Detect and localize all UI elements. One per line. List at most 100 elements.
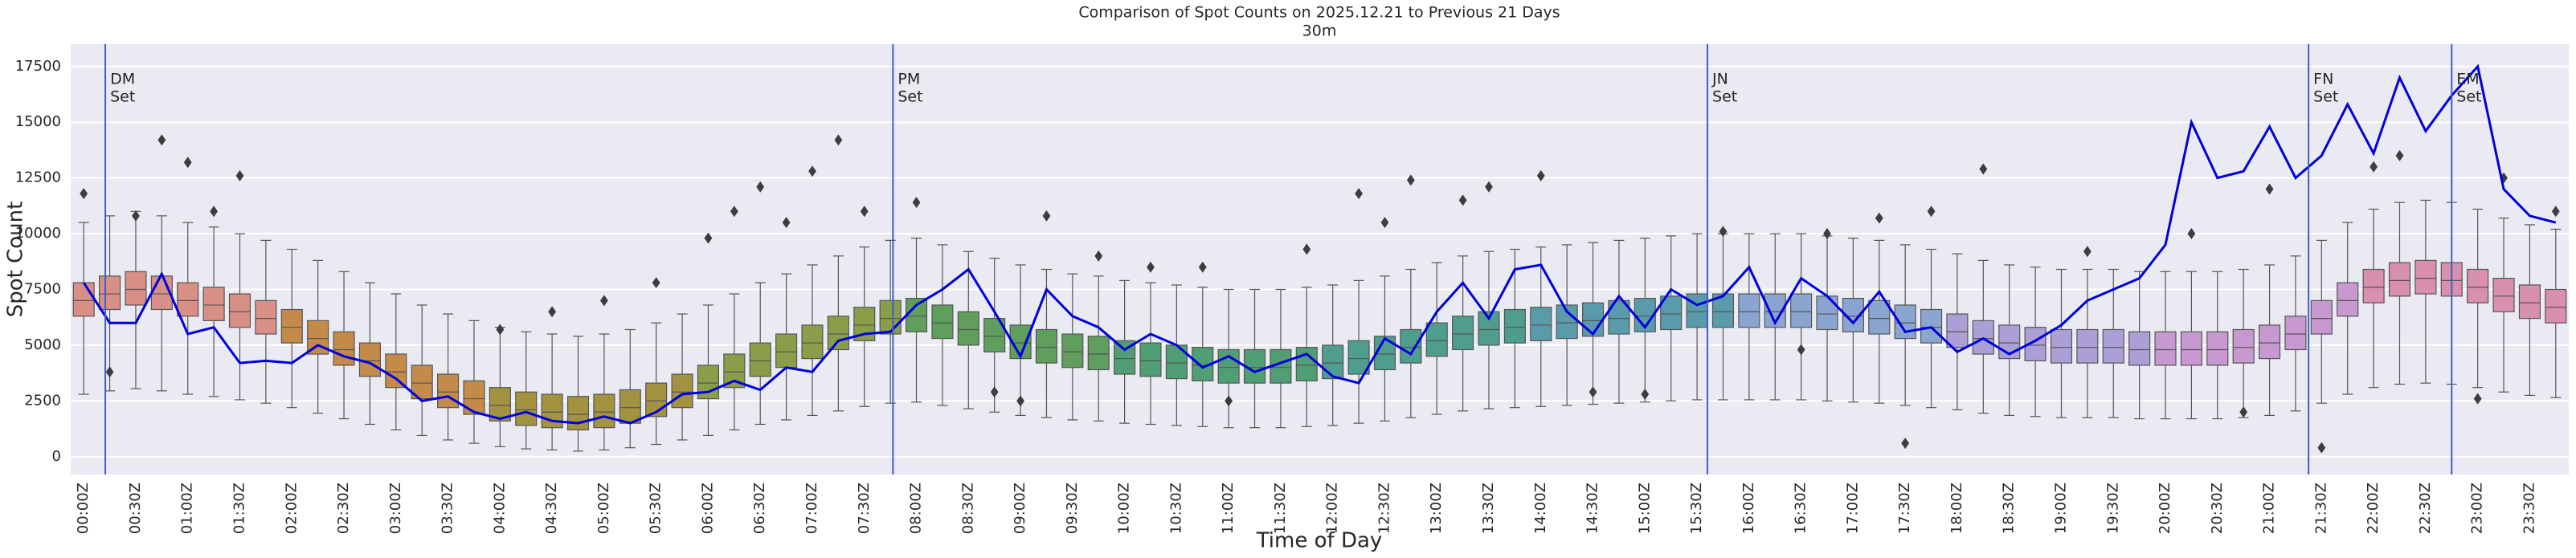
box <box>202 287 225 321</box>
outlier <box>990 386 999 398</box>
outlier <box>652 277 660 289</box>
box <box>1139 342 1162 377</box>
outlier <box>105 366 114 378</box>
box <box>2545 288 2567 324</box>
outlier <box>1355 188 1363 200</box>
x-tick-label: 08:00Z <box>908 483 925 534</box>
x-tick-label: 12:00Z <box>1324 483 1341 534</box>
outlier <box>834 134 843 146</box>
y-tick-label: 10000 <box>15 225 61 242</box>
box <box>72 282 95 317</box>
y-axis-title: Spot Count <box>4 202 28 318</box>
box <box>2102 328 2124 364</box>
x-tick-label: 16:00Z <box>1740 483 1757 534</box>
outlier <box>2083 246 2091 258</box>
box <box>125 271 147 306</box>
x-axis-title: Time of Day <box>1256 529 1383 553</box>
box <box>2232 328 2255 364</box>
x-tick-label: 15:30Z <box>1688 483 1705 534</box>
outlier <box>1485 181 1493 193</box>
x-tick-label: 13:00Z <box>1428 483 1445 534</box>
box <box>1400 328 1422 364</box>
annotation-text: JN <box>1711 71 1728 88</box>
outlier <box>132 210 140 222</box>
outlier <box>1406 174 1415 186</box>
outlier <box>1979 163 1988 175</box>
outlier <box>2265 183 2274 195</box>
y-tick-label: 17500 <box>15 58 61 75</box>
box <box>619 389 641 424</box>
today-line <box>82 63 2557 425</box>
x-tick-label: 05:00Z <box>595 483 612 534</box>
box <box>1530 307 1552 341</box>
x-tick-label: 11:00Z <box>1220 483 1237 534</box>
box <box>2050 328 2073 364</box>
x-tick-label: 06:30Z <box>751 483 768 534</box>
x-tick-label: 07:00Z <box>803 483 820 534</box>
box <box>593 393 615 429</box>
outlier <box>912 197 921 209</box>
x-tick-label: 07:30Z <box>856 483 873 534</box>
outlier <box>1641 389 1650 401</box>
outlier <box>782 217 791 229</box>
annotation-text: EM <box>2456 71 2479 88</box>
box <box>411 365 433 400</box>
x-tick-label: 02:30Z <box>335 483 352 534</box>
box <box>957 311 979 346</box>
outlier <box>600 295 608 307</box>
annotation-text: DM <box>110 71 135 88</box>
x-tick-label: 20:30Z <box>2209 483 2226 534</box>
outlier <box>548 306 557 318</box>
outlier <box>2370 161 2378 173</box>
box <box>1373 336 1396 371</box>
box <box>489 387 511 422</box>
y-tick-label: 0 <box>52 448 61 465</box>
annotation-text: FN <box>2313 71 2333 88</box>
x-tick-label: 10:00Z <box>1116 483 1133 534</box>
x-tick-label: 18:00Z <box>1948 483 1965 534</box>
outlier <box>235 169 244 181</box>
x-tick-label: 01:00Z <box>179 483 196 534</box>
box <box>2259 324 2281 360</box>
x-tick-label: 10:30Z <box>1167 483 1184 534</box>
outlier <box>1589 386 1597 398</box>
outlier <box>2239 406 2248 418</box>
box <box>2310 299 2333 335</box>
x-tick-label: 16:30Z <box>1793 483 1809 534</box>
x-tick-label: 09:00Z <box>1012 483 1028 534</box>
x-tick-label: 22:00Z <box>2365 483 2382 534</box>
box <box>2180 331 2202 366</box>
x-tick-label: 01:30Z <box>231 483 248 534</box>
x-tick-label: 14:00Z <box>1532 483 1549 534</box>
outlier <box>210 206 219 218</box>
outlier <box>1823 228 1831 240</box>
box <box>1452 316 1474 351</box>
box <box>827 316 849 351</box>
box <box>1581 302 1605 337</box>
outlier <box>1042 210 1051 222</box>
x-tick-label: 11:30Z <box>1272 483 1289 534</box>
box <box>2388 262 2411 297</box>
box <box>1738 293 1760 328</box>
plot-background <box>71 44 2569 475</box>
outlier <box>2317 442 2326 454</box>
box <box>2492 278 2515 312</box>
x-tick-label: 08:30Z <box>959 483 976 534</box>
box <box>2128 331 2151 366</box>
annotation-text: Set <box>2456 88 2481 106</box>
x-tick-label: 04:30Z <box>543 483 560 534</box>
x-tick-label: 20:00Z <box>2157 483 2173 534</box>
box <box>1503 308 1526 344</box>
annotation-text: Set <box>110 88 135 106</box>
outlier <box>1536 169 1545 181</box>
y-tick-label: 5000 <box>24 336 61 353</box>
outlier <box>1927 206 1936 218</box>
x-tick-label: 19:30Z <box>2104 483 2121 534</box>
outlier <box>1380 217 1389 229</box>
box <box>1660 295 1683 331</box>
box <box>1998 324 2021 360</box>
outlier <box>1147 261 1155 273</box>
outlier <box>2551 206 2560 218</box>
box <box>2284 316 2307 351</box>
outlier <box>1901 438 1910 450</box>
